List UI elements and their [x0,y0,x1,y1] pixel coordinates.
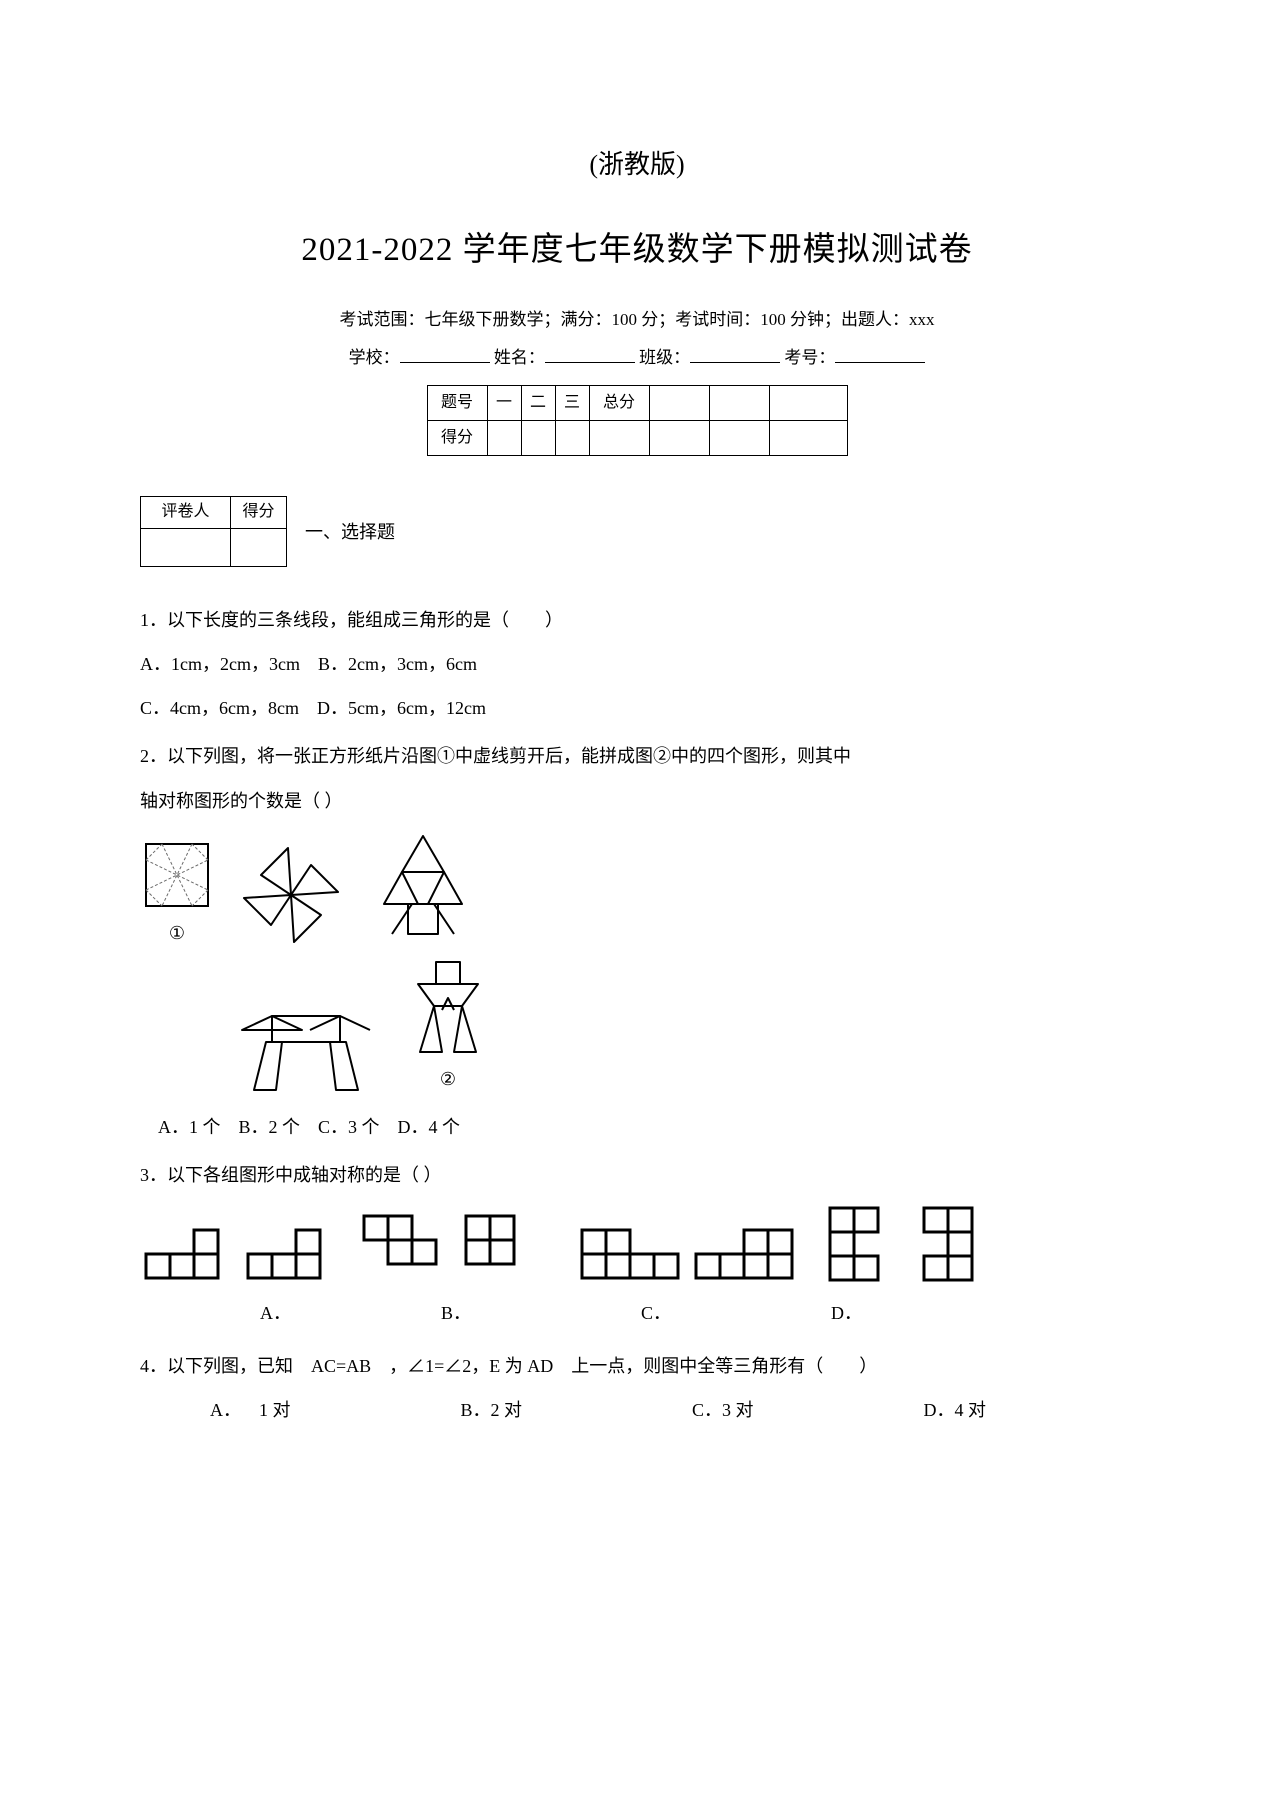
score-cell [649,385,709,420]
grader-table: 评卷人 得分 [140,496,287,566]
grader-cell[interactable] [141,528,231,566]
question-2: 2．以下列图，将一张正方形纸片沿图①中虚线剪开后，能拼成图②中的四个图形，则其中… [140,739,1134,1144]
q2-label-1: ① [169,916,185,950]
q3-label-d: D． [831,1296,862,1330]
q3-stem: 3．以下各组图形中成轴对称的是（ ） [140,1158,1134,1192]
school-label: 学校： [349,348,400,367]
q4-opt-d: D．4 对 [924,1393,987,1427]
grader-score-cell[interactable] [231,528,287,566]
question-1: 1．以下长度的三条线段，能组成三角形的是（ ） A．1cm，2cm，3cm B．… [140,603,1134,726]
question-3: 3．以下各组图形中成轴对称的是（ ） [140,1158,1134,1330]
score-head-3: 三 [555,385,589,420]
q3-fig-b [358,1208,548,1288]
q4-stem: 4．以下列图，已知 AC=AB ，∠1=∠2，E 为 AD 上一点，则图中全等三… [140,1349,1134,1383]
class-label: 班级： [639,348,690,367]
q2-shape-tree [368,830,478,950]
name-label: 姓名： [494,348,545,367]
score-cell [709,385,769,420]
edition-label: (浙教版) [140,140,1134,189]
q3-label-c: C． [641,1296,671,1330]
q3-fig-a [140,1218,330,1288]
q3-fig-c [576,1218,796,1288]
score-cell[interactable] [769,421,847,456]
q2-fig-2: ② [398,958,498,1096]
grader-score-label: 得分 [231,497,287,528]
grader-label: 评卷人 [141,497,231,528]
question-4: 4．以下列图，已知 AC=AB ，∠1=∠2，E 为 AD 上一点，则图中全等三… [140,1349,1134,1427]
score-cell[interactable] [521,421,555,456]
q2-options: A．1 个 B．2 个 C．3 个 D．4 个 [140,1110,1134,1144]
exam-title: 2021-2022 学年度七年级数学下册模拟测试卷 [140,219,1134,282]
q2-fig-1: ① [140,838,214,950]
name-blank[interactable] [545,345,635,364]
q4-opt-b: B．2 对 [461,1393,523,1427]
q3-fig-d [824,1202,984,1288]
score-cell[interactable] [555,421,589,456]
q4-opt-c: C．3 对 [692,1393,754,1427]
score-head-total: 总分 [589,385,649,420]
score-head-1: 一 [487,385,521,420]
q2-stem-1: 2．以下列图，将一张正方形纸片沿图①中虚线剪开后，能拼成图②中的四个图形，则其中 [140,739,1134,773]
score-table: 题号 一 二 三 总分 得分 [427,385,848,457]
score-cell [769,385,847,420]
score-cell[interactable] [709,421,769,456]
score-cell[interactable] [649,421,709,456]
q4-opt-a: A． 1 对 [210,1393,291,1427]
q3-option-labels: A． B． C． D． [140,1296,1134,1330]
q1-stem: 1．以下长度的三条线段，能组成三角形的是（ ） [140,603,1134,637]
student-info-line: 学校： 姓名： 班级： 考号： [140,342,1134,374]
q2-shape-bench [236,1010,376,1096]
exam-meta: 考试范围：七年级下册数学；满分：100 分；考试时间：100 分钟；出题人：xx… [140,304,1134,336]
score-head-2: 二 [521,385,555,420]
q2-stem-2: 轴对称图形的个数是（ ） [140,784,1134,818]
id-blank[interactable] [835,345,925,364]
q2-label-2: ② [440,1062,456,1096]
section-1-header: 评卷人 得分 一、选择题 [140,496,1134,566]
q4-options: A． 1 对 B．2 对 C．3 对 D．4 对 [210,1393,1134,1427]
q2-shape-pinwheel [236,840,346,950]
score-cell[interactable] [589,421,649,456]
q2-shape-person [398,958,498,1058]
score-row-label: 得分 [427,421,487,456]
q3-label-a: A． [260,1296,291,1330]
school-blank[interactable] [400,345,490,364]
q1-options-ab: A．1cm，2cm，3cm B．2cm，3cm，6cm [140,647,1134,681]
q2-figures: ① [140,830,1134,1096]
id-label: 考号： [784,348,835,367]
q3-label-b: B． [441,1296,471,1330]
score-head-num: 题号 [427,385,487,420]
class-blank[interactable] [690,345,780,364]
q3-figures [140,1202,1134,1288]
section-1-title: 一、选择题 [305,515,395,549]
score-cell[interactable] [487,421,521,456]
q1-options-cd: C．4cm，6cm，8cm D．5cm，6cm，12cm [140,691,1134,725]
